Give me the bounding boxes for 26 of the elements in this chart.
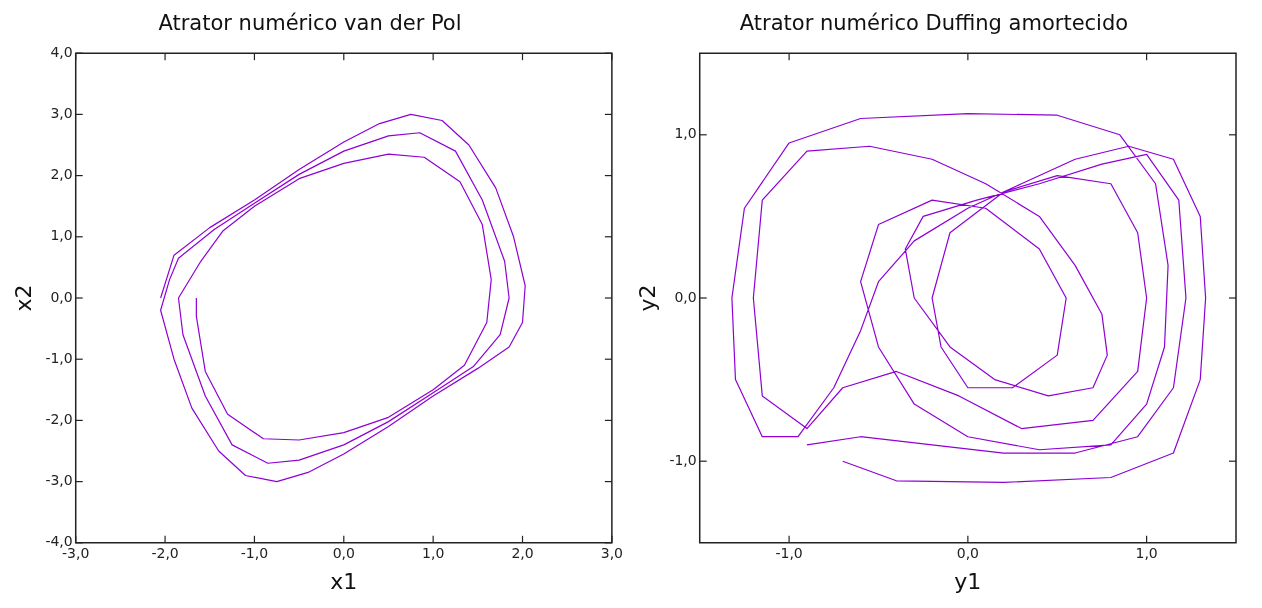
y-tick-label: -3,0 — [45, 472, 73, 489]
x-tick-label: 0,0 — [332, 544, 355, 561]
x-tick-label: 1,0 — [1135, 544, 1158, 561]
x-tick-label: 3,0 — [600, 544, 623, 561]
y-tick-label: 4,0 — [50, 43, 73, 60]
y-tick-label: 1,0 — [674, 125, 697, 142]
x-tick-label: -1,0 — [775, 544, 803, 561]
y-axis-title: y2 — [634, 284, 660, 312]
y-tick-label: 3,0 — [50, 105, 73, 122]
x-tick-label: 2,0 — [511, 544, 534, 561]
x-tick-label: 0,0 — [956, 544, 979, 561]
x-axis-title: y1 — [954, 568, 982, 594]
x-tick-label: 1,0 — [422, 544, 445, 561]
x-axis-title: x1 — [330, 568, 358, 594]
x-tick-label: -1,0 — [240, 544, 269, 561]
y-tick-label: 0,0 — [674, 288, 697, 305]
y-axis-title: x2 — [10, 284, 36, 312]
y-tick-label: 0,0 — [50, 288, 73, 305]
x-tick-label: -2,0 — [151, 544, 179, 561]
y-tick-label: -2,0 — [45, 411, 73, 428]
y-tick-label: -1,0 — [669, 451, 697, 468]
chart-title: Atrator numérico van der Pol — [158, 11, 462, 36]
y-tick-label: 1,0 — [50, 227, 73, 244]
chart-title: Atrator numérico Duffing amortecido — [739, 11, 1129, 36]
y-tick-label: 2,0 — [50, 166, 73, 183]
y-tick-label: -1,0 — [45, 349, 73, 366]
